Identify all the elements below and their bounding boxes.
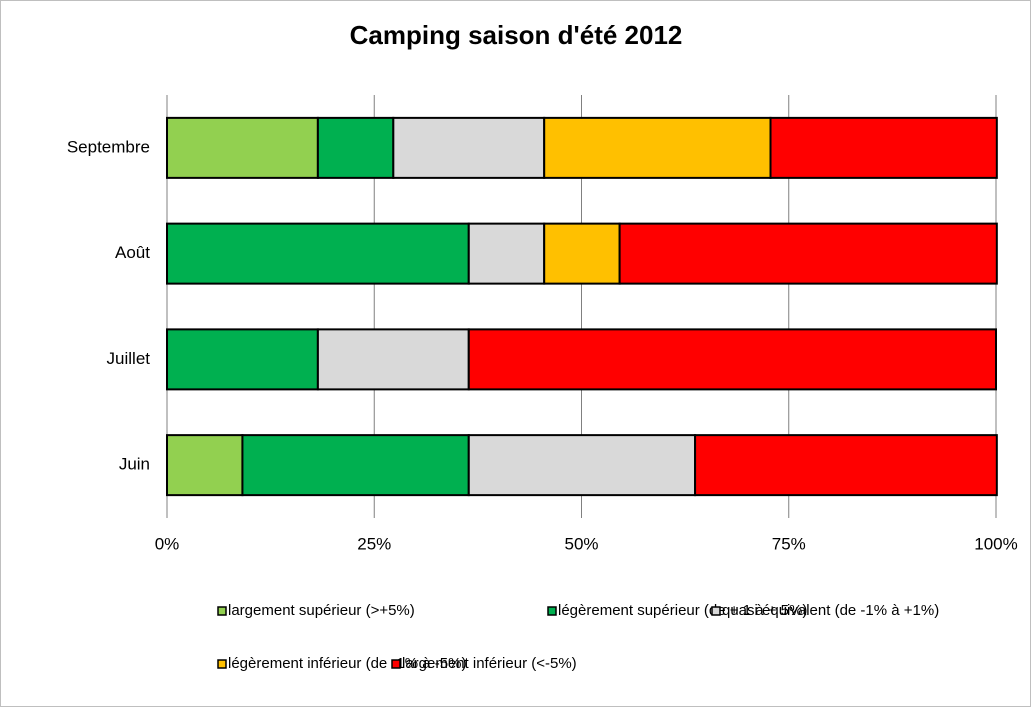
bar-segment: [543, 222, 621, 285]
legend-swatch: [217, 659, 227, 669]
bar-segment: [166, 328, 319, 391]
x-tick-label: 75%: [772, 534, 806, 553]
bar-segment: [467, 328, 998, 391]
legend-label: largement inférieur (<-5%): [402, 655, 577, 672]
legend-label: quasi équivalent (de -1% à +1%): [722, 602, 939, 619]
y-tick-label: Juin: [119, 455, 150, 474]
x-tick-label: 50%: [564, 534, 598, 553]
legend-label: légèrement supérieur (de + 1 à + 5%): [558, 602, 807, 619]
bar-segment: [166, 116, 319, 179]
bar-segment: [392, 116, 546, 179]
bar-segment: [769, 116, 998, 179]
x-tick-label: 25%: [357, 534, 391, 553]
bar-segment: [166, 222, 470, 285]
bar-segment: [467, 222, 546, 285]
bar-segment: [316, 328, 470, 391]
chart-title: Camping saison d'été 2012: [350, 20, 683, 50]
bar-segment: [316, 116, 395, 179]
legend-swatch: [391, 659, 401, 669]
legend-label: largement supérieur (>+5%): [228, 602, 415, 619]
x-tick-label: 0%: [155, 534, 180, 553]
y-tick-label: Août: [115, 243, 150, 262]
bar-segment: [694, 434, 998, 497]
bar-segment: [618, 222, 998, 285]
bar-segment: [467, 434, 697, 497]
legend-swatch: [711, 606, 721, 616]
y-tick-label: Septembre: [67, 137, 150, 156]
bar-segment: [166, 434, 244, 497]
bar-segment: [543, 116, 772, 179]
legend-swatch: [547, 606, 557, 616]
y-tick-label: Juillet: [107, 349, 151, 368]
bar-segment: [241, 434, 470, 497]
x-tick-label: 100%: [974, 534, 1017, 553]
legend-swatch: [217, 606, 227, 616]
legend-label: légèrement inférieur (de -1% à -5%): [228, 655, 466, 672]
